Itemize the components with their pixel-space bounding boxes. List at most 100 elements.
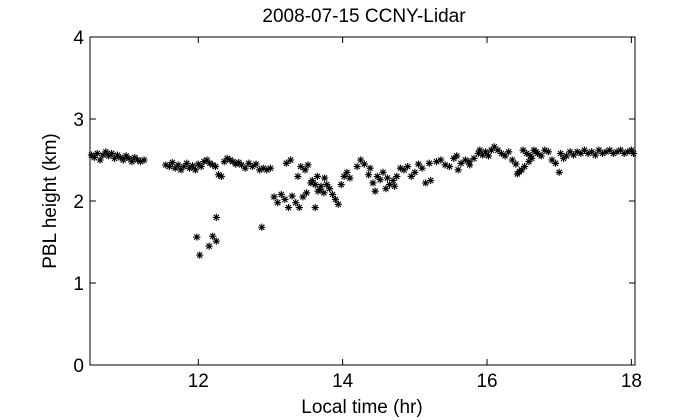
x-axis-label: Local time (hr) xyxy=(301,397,422,418)
data-point-marker xyxy=(320,189,328,197)
data-point-marker xyxy=(407,172,415,180)
data-point-marker xyxy=(396,164,404,172)
data-point-marker xyxy=(487,146,495,154)
data-point-marker xyxy=(404,162,412,171)
data-point-marker xyxy=(299,193,307,201)
data-point-marker xyxy=(432,158,441,166)
data-point-marker xyxy=(193,233,201,241)
data-point-marker xyxy=(616,146,625,154)
data-point-marker xyxy=(128,158,136,166)
data-point-marker xyxy=(454,166,462,174)
data-point-marker xyxy=(376,176,384,184)
data-point-marker xyxy=(252,160,260,168)
data-point-marker xyxy=(183,159,191,167)
data-point-marker xyxy=(90,153,98,162)
data-point-marker xyxy=(282,159,290,167)
data-point-marker xyxy=(205,242,213,250)
data-point-marker xyxy=(301,166,309,174)
data-point-marker xyxy=(212,162,220,171)
data-point-marker xyxy=(525,158,533,166)
data-point-marker xyxy=(297,162,305,171)
data-point-marker xyxy=(162,161,170,169)
data-point-marker xyxy=(566,148,574,156)
y-tick-label: 3 xyxy=(73,110,84,131)
data-point-marker xyxy=(99,151,107,159)
data-point-marker xyxy=(461,156,469,164)
data-point-marker xyxy=(620,149,628,158)
data-point-marker xyxy=(180,162,188,171)
data-point-marker xyxy=(520,162,529,171)
data-point-marker xyxy=(131,153,139,162)
data-point-marker xyxy=(346,174,354,182)
y-tick-label: 4 xyxy=(73,28,84,49)
data-point-marker xyxy=(512,160,520,168)
data-point-marker xyxy=(613,148,621,156)
data-point-marker xyxy=(544,148,552,156)
data-point-marker xyxy=(391,182,399,190)
data-point-marker xyxy=(186,164,194,172)
data-point-marker xyxy=(537,152,545,160)
data-point-marker xyxy=(389,176,397,185)
data-point-marker xyxy=(629,149,638,158)
data-point-marker xyxy=(226,156,234,164)
data-point-marker xyxy=(526,152,534,160)
data-point-marker xyxy=(609,149,617,158)
data-point-marker xyxy=(200,158,208,166)
data-point-marker xyxy=(302,189,311,197)
data-point-marker xyxy=(317,182,325,190)
data-point-marker xyxy=(245,159,253,167)
data-point-marker xyxy=(177,166,185,174)
data-point-marker xyxy=(259,164,267,172)
data-point-marker xyxy=(105,152,113,160)
data-point-marker xyxy=(360,160,368,168)
data-point-marker xyxy=(116,153,124,162)
data-point-marker xyxy=(328,190,337,199)
data-point-marker xyxy=(209,161,217,169)
data-point-marker xyxy=(353,162,361,171)
data-point-marker xyxy=(237,161,246,169)
x-tick-label: 18 xyxy=(621,371,642,392)
data-point-marker xyxy=(385,181,394,189)
data-point-marker xyxy=(220,158,228,166)
data-point-marker xyxy=(266,164,275,172)
data-point-marker xyxy=(470,154,478,162)
data-point-marker xyxy=(548,156,556,164)
data-point-marker xyxy=(466,161,474,169)
data-point-marker xyxy=(422,179,430,187)
data-point-marker xyxy=(223,154,231,162)
data-point-marker xyxy=(591,151,599,159)
data-point-marker xyxy=(315,185,324,194)
data-point-marker xyxy=(541,146,549,154)
data-point-marker xyxy=(369,179,377,187)
data-point-marker xyxy=(357,156,365,164)
data-point-marker xyxy=(393,172,401,180)
data-point-marker xyxy=(383,174,392,182)
data-point-marker xyxy=(258,223,266,231)
data-point-marker xyxy=(108,149,116,158)
data-point-marker xyxy=(340,172,348,180)
data-point-marker xyxy=(248,162,257,171)
data-point-marker xyxy=(515,167,524,176)
chart-title: 2008-07-15 CCNY-Lidar xyxy=(262,6,466,27)
data-point-marker xyxy=(373,172,381,180)
data-point-marker xyxy=(555,168,563,176)
data-point-marker xyxy=(580,146,589,154)
data-point-marker xyxy=(122,152,130,160)
data-point-marker xyxy=(277,190,285,199)
data-point-marker xyxy=(311,203,319,212)
data-point-marker xyxy=(490,143,498,151)
data-point-marker xyxy=(288,192,296,200)
data-point-marker xyxy=(453,152,461,160)
data-point-marker xyxy=(235,158,243,167)
data-point-marker xyxy=(232,160,240,168)
data-point-marker xyxy=(584,149,592,158)
data-point-marker xyxy=(171,164,179,172)
data-point-marker xyxy=(119,156,127,164)
data-point-marker xyxy=(229,158,237,166)
data-point-marker xyxy=(263,166,271,174)
data-point-marker xyxy=(194,160,202,168)
data-point-marker xyxy=(214,171,223,179)
y-axis-label: PBL height (km) xyxy=(40,133,61,269)
data-point-marker xyxy=(295,203,303,212)
